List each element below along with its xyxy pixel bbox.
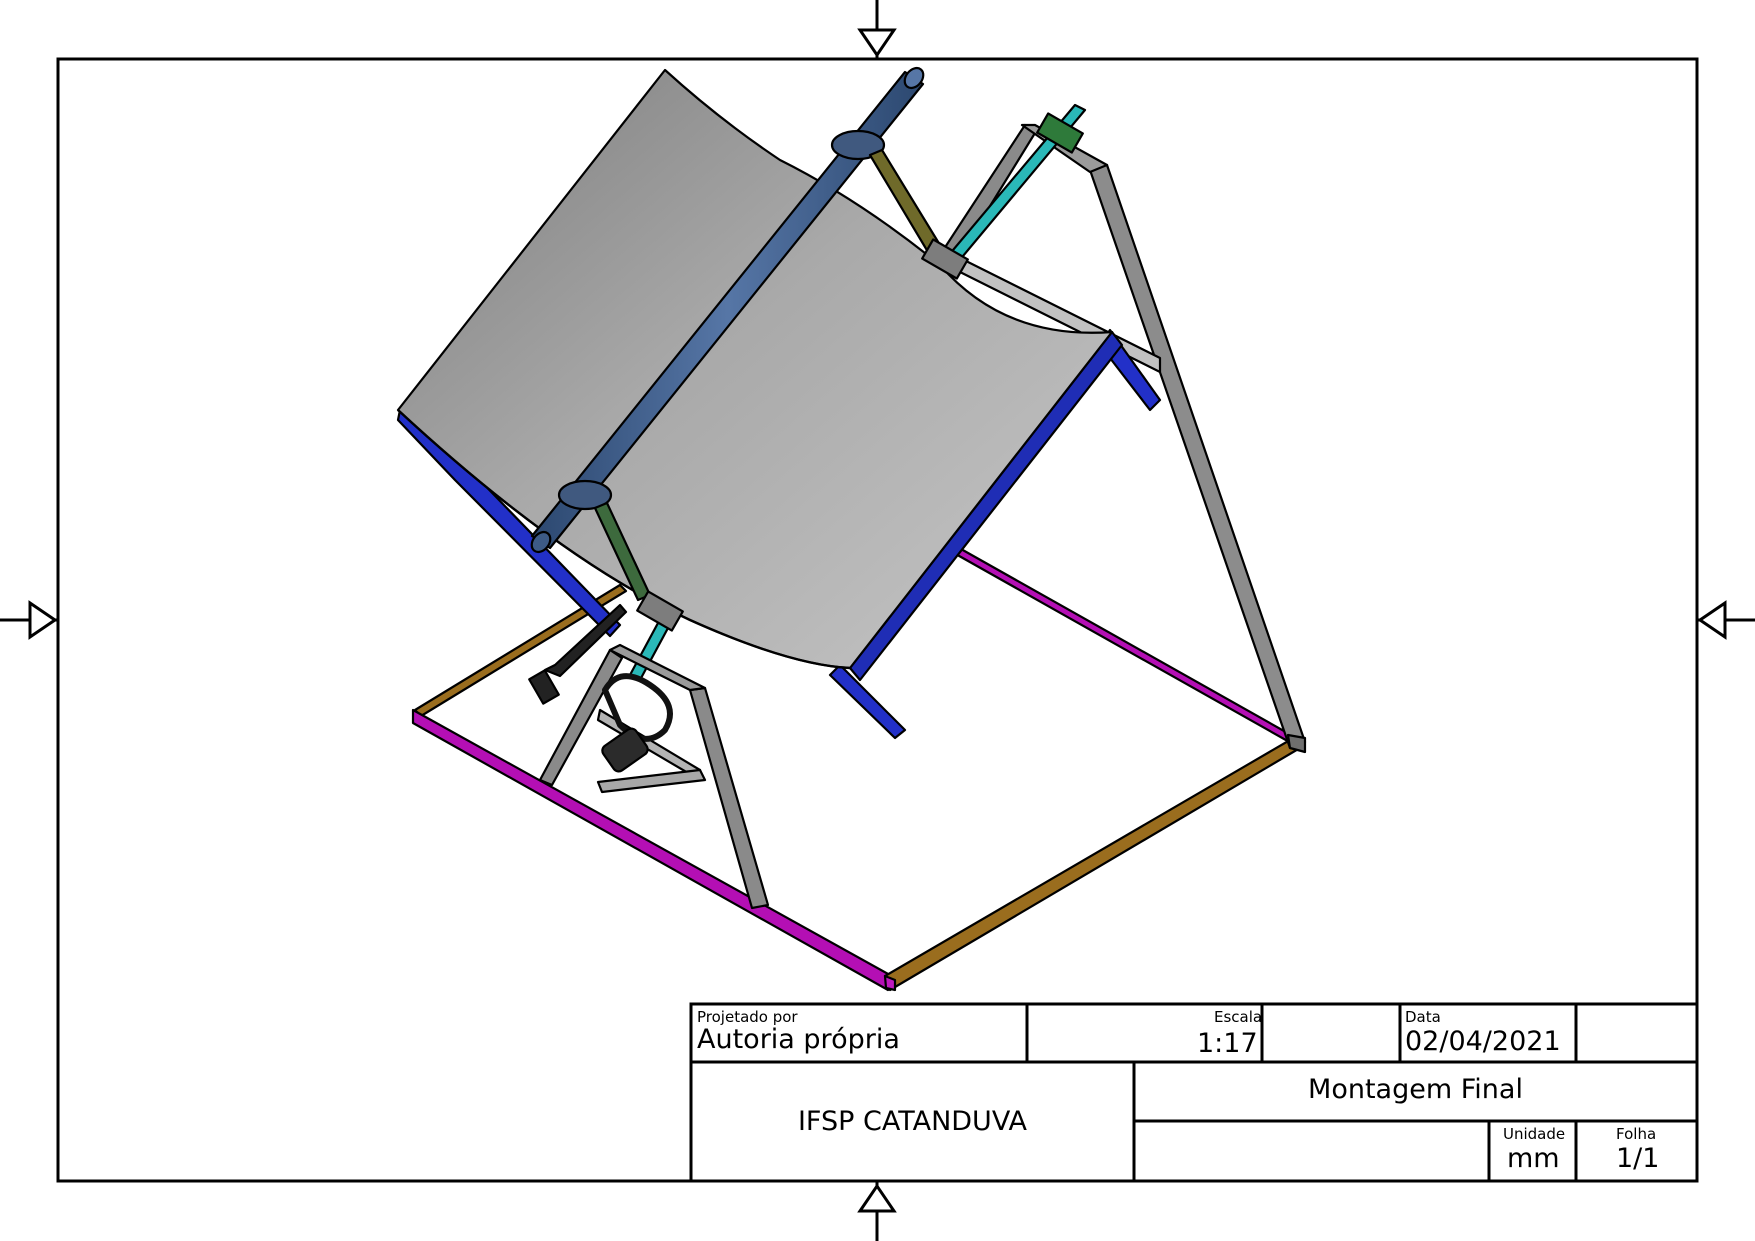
sheet-value: 1/1 — [1616, 1143, 1660, 1174]
left-support-stand — [528, 603, 770, 910]
designed-by-label: Projetado por — [697, 1008, 798, 1026]
shaft-clamp-bottom — [557, 479, 613, 511]
centering-mark-bottom — [857, 1181, 897, 1241]
institution-name: IFSP CATANDUVA — [797, 1106, 1028, 1137]
tower-bottom-connector — [1286, 733, 1307, 754]
frame-beam-brown-right — [883, 738, 1302, 992]
stand-bottom-brace — [596, 768, 707, 794]
title-block-grid — [689, 1002, 1699, 1183]
base-frame — [411, 538, 1302, 992]
sheet-label: Folha — [1616, 1125, 1657, 1143]
crank-handle — [543, 603, 628, 678]
drawing-title: Montagem Final — [1308, 1074, 1523, 1105]
date-label: Data — [1405, 1008, 1441, 1026]
date-value: 02/04/2021 — [1405, 1026, 1561, 1057]
bearing-block-mid — [921, 238, 969, 280]
frame-beam-magenta-left — [411, 708, 892, 992]
title-block: Projetado por Autoria própria Escala 1:1… — [691, 1004, 1697, 1181]
stand-top — [608, 643, 707, 692]
crank-grip — [528, 669, 560, 705]
reflector-blue-supports — [396, 328, 1162, 740]
centering-mark-left — [0, 600, 58, 640]
scale-label: Escala — [1214, 1008, 1263, 1026]
main-shaft — [530, 66, 925, 554]
scale-value: 1:17 — [1197, 1028, 1258, 1059]
centering-mark-right — [1697, 600, 1755, 640]
tower-leg-back — [938, 123, 1037, 260]
bearing-block-top — [1036, 112, 1084, 154]
unit-label: Unidade — [1503, 1125, 1566, 1143]
tower-leg-long — [1088, 163, 1307, 750]
drive-motor — [601, 727, 649, 773]
bearing-block-bottom — [636, 590, 684, 632]
stand-leg-left — [538, 648, 624, 787]
centering-mark-top — [857, 0, 897, 59]
blue-support-bottom — [828, 663, 907, 740]
shaft-clamp-top — [830, 129, 886, 161]
designed-by-value: Autoria própria — [697, 1024, 900, 1055]
unit-value: mm — [1507, 1143, 1560, 1174]
assembly-drawing — [396, 66, 1307, 992]
